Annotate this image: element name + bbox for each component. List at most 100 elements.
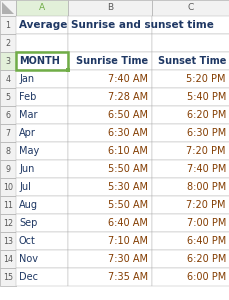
Text: Sep: Sep: [19, 218, 37, 228]
Bar: [68, 16, 151, 34]
Text: 5:50 AM: 5:50 AM: [107, 164, 147, 174]
Text: 6:30 PM: 6:30 PM: [186, 128, 225, 138]
Bar: [0, 124, 16, 142]
Bar: [16, 52, 68, 70]
Bar: [16, 250, 68, 268]
Text: 5:20 PM: 5:20 PM: [186, 74, 225, 84]
Text: 7:40 PM: 7:40 PM: [186, 164, 225, 174]
Text: 7:20 PM: 7:20 PM: [186, 200, 225, 210]
Bar: [68, 52, 151, 70]
Text: 6:40 PM: 6:40 PM: [186, 236, 225, 246]
Text: 5:40 PM: 5:40 PM: [186, 92, 225, 102]
Text: May: May: [19, 146, 39, 156]
Text: 5:30 AM: 5:30 AM: [108, 182, 147, 192]
Text: 3: 3: [5, 56, 11, 65]
Text: Jul: Jul: [19, 182, 31, 192]
Bar: [68, 142, 151, 160]
Bar: [151, 196, 229, 214]
Bar: [151, 178, 229, 196]
Bar: [151, 124, 229, 142]
Text: B: B: [106, 4, 113, 13]
Bar: [151, 106, 229, 124]
Bar: [68, 250, 151, 268]
Bar: [16, 160, 68, 178]
Text: 5: 5: [5, 92, 11, 101]
Bar: [151, 34, 229, 52]
Bar: [16, 16, 68, 34]
Text: Nov: Nov: [19, 254, 38, 264]
Bar: [151, 160, 229, 178]
Text: Jun: Jun: [19, 164, 34, 174]
Bar: [68, 214, 151, 232]
Bar: [66, 68, 69, 72]
Bar: [151, 214, 229, 232]
Text: 5:50 AM: 5:50 AM: [107, 200, 147, 210]
Text: 7:20 PM: 7:20 PM: [186, 146, 225, 156]
Bar: [0, 178, 16, 196]
Bar: [0, 214, 16, 232]
Bar: [0, 160, 16, 178]
Bar: [16, 196, 68, 214]
Text: 7:30 AM: 7:30 AM: [108, 254, 147, 264]
Text: 7: 7: [5, 128, 11, 137]
Text: 6: 6: [5, 110, 11, 119]
Text: Apr: Apr: [19, 128, 36, 138]
Bar: [151, 232, 229, 250]
Bar: [68, 232, 151, 250]
Text: 6:00 PM: 6:00 PM: [186, 272, 225, 282]
Text: Average Sunrise and sunset time: Average Sunrise and sunset time: [19, 20, 213, 30]
Bar: [151, 52, 229, 70]
Text: 12: 12: [3, 218, 13, 227]
Text: Mar: Mar: [19, 110, 37, 120]
Bar: [0, 52, 16, 70]
Bar: [68, 196, 151, 214]
Bar: [0, 70, 16, 88]
Bar: [0, 250, 16, 268]
Bar: [151, 250, 229, 268]
Bar: [0, 142, 16, 160]
Text: Aug: Aug: [19, 200, 38, 210]
Text: 7:40 AM: 7:40 AM: [108, 74, 147, 84]
Bar: [68, 88, 151, 106]
Bar: [151, 142, 229, 160]
Bar: [151, 268, 229, 286]
Bar: [68, 178, 151, 196]
Bar: [16, 106, 68, 124]
Bar: [0, 88, 16, 106]
Bar: [68, 34, 151, 52]
Bar: [0, 0, 16, 16]
Bar: [16, 178, 68, 196]
Text: 7:28 AM: 7:28 AM: [107, 92, 147, 102]
Bar: [0, 34, 16, 52]
Bar: [0, 106, 16, 124]
Text: Feb: Feb: [19, 92, 36, 102]
Text: 9: 9: [5, 164, 11, 173]
Text: 4: 4: [5, 74, 11, 83]
Bar: [68, 0, 151, 16]
Text: 6:10 AM: 6:10 AM: [108, 146, 147, 156]
Polygon shape: [2, 2, 14, 14]
Text: 10: 10: [3, 182, 13, 191]
Text: Sunset Time: Sunset Time: [157, 56, 225, 66]
Text: 6:40 AM: 6:40 AM: [108, 218, 147, 228]
Text: 8: 8: [5, 146, 11, 155]
Text: 1: 1: [5, 20, 11, 29]
Text: A: A: [39, 4, 45, 13]
Bar: [0, 232, 16, 250]
Text: 6:20 PM: 6:20 PM: [186, 254, 225, 264]
Text: 15: 15: [3, 272, 13, 281]
Bar: [16, 268, 68, 286]
Text: 8:00 PM: 8:00 PM: [186, 182, 225, 192]
Bar: [151, 0, 229, 16]
Bar: [16, 52, 68, 70]
Text: 7:10 AM: 7:10 AM: [108, 236, 147, 246]
Text: MONTH: MONTH: [19, 56, 60, 66]
Text: 6:20 PM: 6:20 PM: [186, 110, 225, 120]
Bar: [0, 16, 16, 34]
Text: 6:30 AM: 6:30 AM: [108, 128, 147, 138]
Bar: [68, 106, 151, 124]
Bar: [16, 34, 68, 52]
Bar: [16, 70, 68, 88]
Text: 7:00 PM: 7:00 PM: [186, 218, 225, 228]
Bar: [16, 214, 68, 232]
